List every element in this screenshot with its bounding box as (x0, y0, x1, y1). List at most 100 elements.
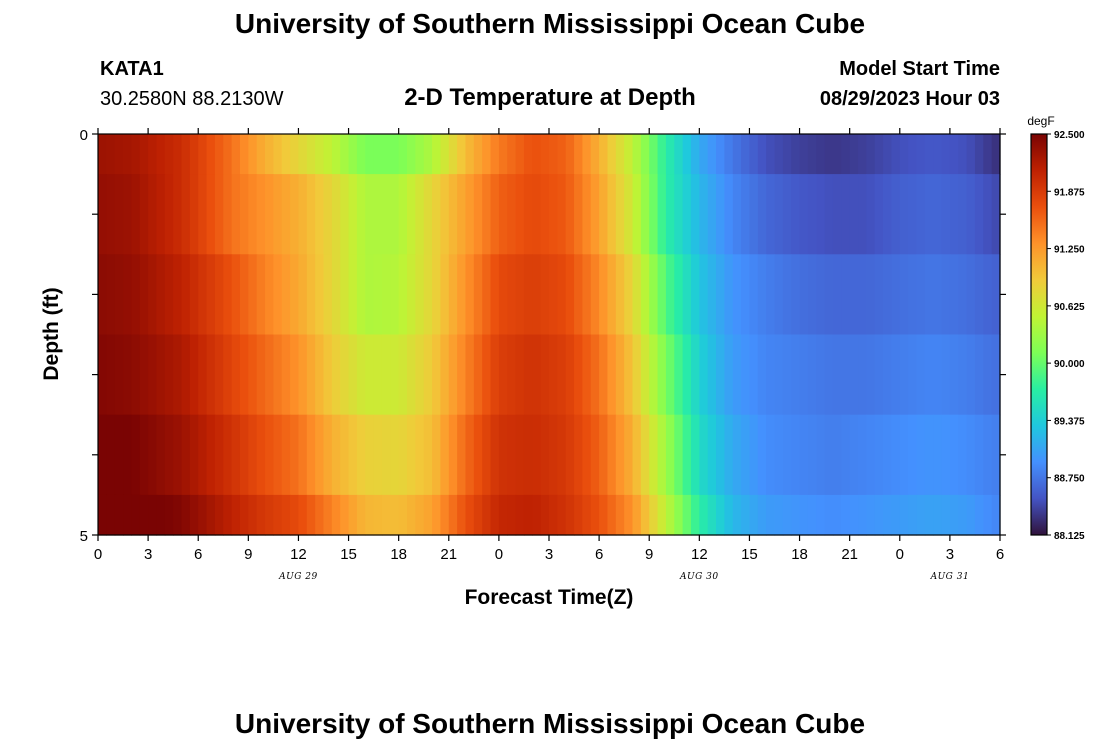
heatmap-cell (473, 494, 483, 536)
heatmap-cell (123, 134, 133, 175)
x-tick-label: 18 (791, 546, 808, 563)
heatmap-cell (315, 494, 325, 536)
heatmap-cell (707, 414, 717, 496)
heatmap-cell (674, 494, 684, 536)
heatmap-cell (340, 494, 350, 536)
heatmap-cell (457, 414, 467, 496)
heatmap-cell (615, 494, 625, 536)
heatmap-cell (607, 334, 617, 416)
y-tick-label: 5 (80, 528, 88, 545)
heatmap-cell (891, 334, 901, 416)
heatmap-cell (365, 494, 375, 536)
heatmap-cell (941, 414, 951, 496)
heatmap-cell (181, 134, 191, 175)
heatmap-cell (949, 494, 959, 536)
heatmap-cell (448, 334, 458, 416)
heatmap-cell (231, 254, 241, 336)
heatmap-cell (415, 254, 425, 336)
heatmap-cell (983, 494, 993, 536)
heatmap-cell (891, 134, 901, 175)
heatmap-cell (824, 494, 834, 536)
heatmap-cell (949, 174, 959, 255)
heatmap-cell (966, 254, 976, 336)
heatmap-cell (599, 334, 609, 416)
heatmap-cell (549, 414, 558, 496)
heatmap-cell (807, 494, 817, 536)
heatmap-cell (415, 134, 425, 175)
x-tick-label: 12 (691, 546, 708, 563)
heatmap-cell (565, 134, 575, 175)
heatmap-cell (465, 174, 475, 255)
heatmap-cell (599, 254, 609, 336)
heatmap-cell (565, 414, 575, 496)
heatmap-cell (507, 254, 517, 336)
heatmap-cell (632, 494, 642, 536)
heatmap-cell (432, 414, 442, 496)
heatmap-cell (423, 254, 433, 336)
heatmap-cell (106, 334, 116, 416)
heatmap-cells (98, 134, 1001, 536)
heatmap-cell (782, 254, 792, 336)
heatmap-cell (557, 334, 567, 416)
colorbar-label: 88.750 (1054, 474, 1085, 485)
heatmap-cell (832, 254, 842, 336)
heatmap-cell (532, 414, 542, 496)
heatmap-cell (983, 334, 993, 416)
heatmap-cell (148, 494, 158, 536)
heatmap-cell (590, 414, 600, 496)
heatmap-cell (799, 334, 809, 416)
heatmap-cell (407, 334, 416, 416)
x-day-label: AUG 30 (679, 572, 719, 582)
heatmap-cell (515, 414, 525, 496)
heatmap-cell (958, 414, 968, 496)
heatmap-cell (281, 174, 291, 255)
heatmap-cell (507, 414, 517, 496)
heatmap-cell (799, 134, 809, 175)
heatmap-cell (214, 414, 224, 496)
heatmap-cell (958, 334, 968, 416)
heatmap-cell (774, 254, 784, 336)
heatmap-cell (123, 254, 133, 336)
model-start-label: Model Start Time (839, 58, 1000, 80)
heatmap-cell (356, 254, 366, 336)
y-axis-label: Depth (ft) (40, 287, 63, 380)
heatmap-cell (139, 494, 149, 536)
heatmap-cell (198, 254, 208, 336)
heatmap-cell (699, 174, 709, 255)
heatmap-cell (298, 334, 308, 416)
heatmap-cell (281, 134, 291, 175)
heatmap-cell (248, 494, 258, 536)
heatmap-cell (858, 254, 867, 336)
heatmap-cell (189, 134, 199, 175)
x-tick-label: 6 (194, 546, 202, 563)
heatmap-cell (966, 334, 976, 416)
heatmap-cell (106, 494, 116, 536)
heatmap-cell (766, 174, 776, 255)
heatmap-cell (398, 414, 408, 496)
heatmap-cell (482, 254, 492, 336)
heatmap-cell (189, 414, 199, 496)
heatmap-cell (824, 134, 834, 175)
heatmap-cell (164, 174, 174, 255)
heatmap-cell (465, 134, 475, 175)
heatmap-cell (181, 494, 191, 536)
heatmap-cell (665, 414, 675, 496)
heatmap-cell (557, 414, 567, 496)
heatmap-cell (498, 494, 508, 536)
heatmap-cell (381, 334, 391, 416)
heatmap-cell (532, 494, 542, 536)
heatmap-cell (189, 334, 199, 416)
heatmap-cell (290, 494, 300, 536)
heatmap-cell (398, 334, 408, 416)
heatmap-cell (682, 414, 692, 496)
heatmap-cell (615, 254, 625, 336)
heatmap-cell (164, 334, 174, 416)
heatmap-cell (356, 134, 366, 175)
heatmap-cell (649, 174, 659, 255)
heatmap-cell (599, 134, 609, 175)
heatmap-cell (281, 414, 291, 496)
heatmap-cell (774, 174, 784, 255)
heatmap-cell (958, 134, 968, 175)
heatmap-cell (273, 334, 283, 416)
heatmap-cell (807, 414, 817, 496)
